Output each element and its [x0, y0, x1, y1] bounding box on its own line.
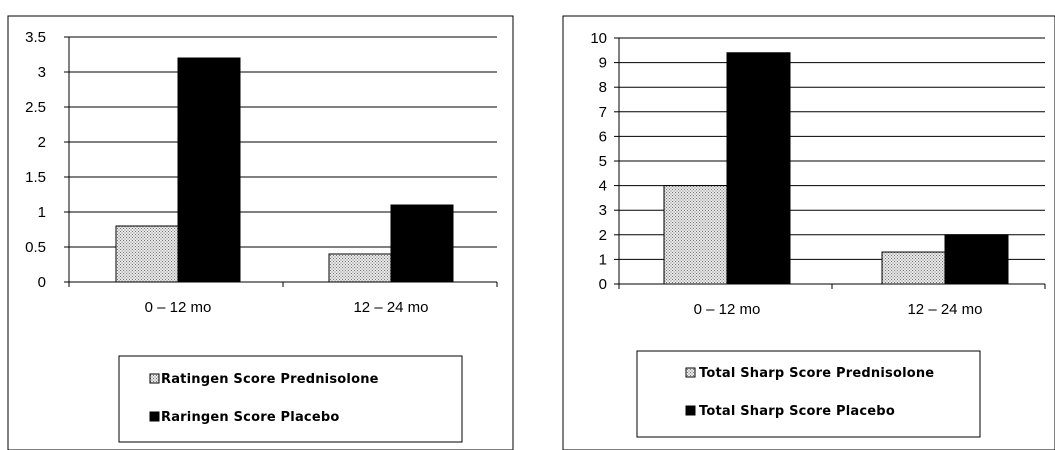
right-legend-box: [636, 350, 981, 438]
right-legend-label-1: Total Sharp Score Placebo: [699, 404, 895, 419]
right-chart-frame: [562, 15, 1055, 450]
left-legend-swatch-0: [149, 373, 160, 384]
right-ytick-label-8: 8: [599, 79, 607, 96]
left-ytick-label-7: 3.5: [25, 29, 46, 46]
left-bar-prednisolone-0: [115, 225, 179, 283]
left-ytick-label-5: 2.5: [25, 99, 46, 116]
left-legend-label-0: Ratingen Score Prednisolone: [161, 372, 379, 387]
right-ytick-label-9: 9: [599, 55, 607, 72]
right-ytick-label-2: 2: [599, 227, 607, 244]
right-ytick-label-0: 0: [599, 276, 607, 293]
right-ytick-label-4: 4: [599, 178, 607, 195]
right-ytick-label-7: 7: [599, 104, 607, 121]
left-bar-placebo-0: [177, 57, 241, 283]
right-bar-prednisolone-0: [663, 185, 728, 285]
left-category-label-0: 0 – 12 mo: [145, 299, 212, 316]
left-ytick-label-2: 1: [38, 204, 46, 221]
left-ytick-label-4: 2: [38, 134, 46, 151]
right-ytick-label-3: 3: [599, 202, 607, 219]
right-ytick-label-6: 6: [599, 128, 607, 145]
left-legend-label-1: Raringen Score Placebo: [161, 410, 339, 425]
left-legend-box: [118, 355, 463, 443]
right-legend-label-0: Total Sharp Score Prednisolone: [699, 366, 934, 381]
left-category-label-1: 12 – 24 mo: [353, 299, 428, 316]
right-category-label-0: 0 – 12 mo: [694, 301, 761, 318]
left-bar-placebo-1: [390, 204, 454, 283]
left-legend-swatch-1: [149, 411, 160, 422]
right-legend-swatch-0: [685, 367, 696, 378]
left-ytick-label-1: 0.5: [25, 239, 46, 256]
right-ytick-label-1: 1: [599, 251, 607, 268]
left-ytick-label-0: 0: [38, 274, 46, 291]
left-chart-frame: [7, 15, 514, 450]
left-ytick-label-3: 1.5: [25, 169, 46, 186]
right-category-label-1: 12 – 24 mo: [907, 301, 982, 318]
right-bar-placebo-1: [944, 234, 1009, 285]
right-ytick-label-10: 10: [590, 30, 607, 47]
right-bar-prednisolone-1: [881, 251, 946, 285]
charts-layer: 0 0.5 1 1.5 2 2.5 3 3.5 0 – 12 mo 12 – 24 mo Ratin…: [25, 29, 1046, 443]
left-bar-prednisolone-1: [328, 253, 392, 283]
right-ytick-label-5: 5: [599, 153, 607, 170]
right-bar-placebo-0: [726, 52, 791, 285]
right-legend-swatch-1: [685, 405, 696, 416]
left-ytick-label-6: 3: [38, 64, 46, 81]
